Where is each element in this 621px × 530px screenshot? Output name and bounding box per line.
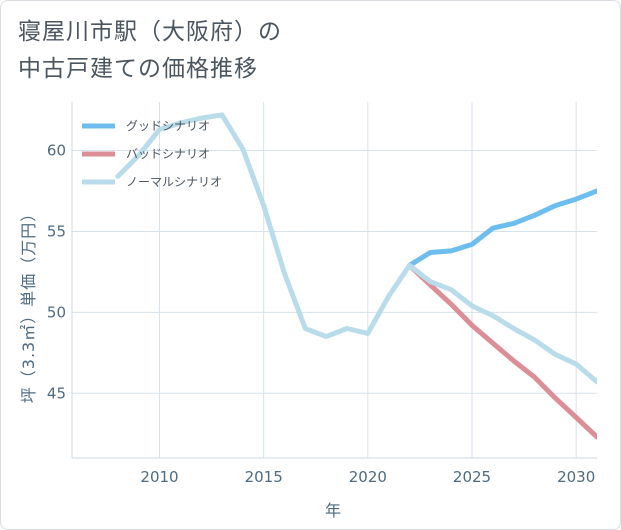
x-tick-2020: 2020 bbox=[349, 468, 387, 486]
x-tick-2010: 2010 bbox=[140, 468, 178, 486]
legend-label-bad: バッドシナリオ bbox=[126, 147, 210, 161]
y-tick-50: 50 bbox=[47, 303, 66, 321]
x-tick-2015: 2015 bbox=[245, 468, 283, 486]
grid bbox=[72, 102, 597, 458]
series-line-bad bbox=[407, 262, 597, 440]
axes bbox=[71, 102, 597, 459]
x-tick-2025: 2025 bbox=[453, 468, 491, 486]
title-line-1: 寝屋川市駅（大阪府）の bbox=[18, 19, 282, 45]
y-tick-55: 55 bbox=[47, 222, 66, 240]
series-line-good bbox=[407, 188, 597, 268]
y-tick-45: 45 bbox=[47, 384, 66, 402]
x-axis-label: 年 bbox=[324, 501, 342, 520]
title-line-2: 中古戸建ての価格推移 bbox=[18, 56, 258, 82]
tick-labels: 2010 2015 2020 2025 2030 45 50 55 60 bbox=[47, 142, 595, 486]
series-lines bbox=[115, 112, 597, 440]
legend-label-good: グッドシナリオ bbox=[126, 119, 210, 133]
chart-title: 寝屋川市駅（大阪府）の 中古戸建ての価格推移 bbox=[18, 14, 282, 88]
y-tick-60: 60 bbox=[47, 142, 66, 160]
x-tick-2030: 2030 bbox=[557, 468, 595, 486]
series-line-normal bbox=[115, 112, 597, 385]
legend-label-normal: ノーマルシナリオ bbox=[126, 175, 222, 189]
